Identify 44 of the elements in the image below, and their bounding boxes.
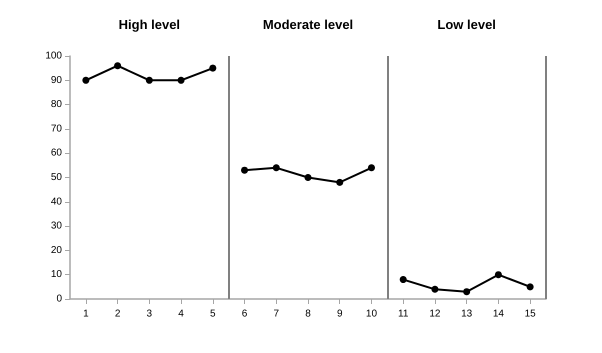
x-tick-label: 14 xyxy=(492,308,504,320)
y-tick-label: 0 xyxy=(56,294,62,304)
y-tick-label: 90 xyxy=(50,74,62,86)
point xyxy=(526,283,534,290)
y-tick-label: 80 xyxy=(50,99,62,110)
y-tick-label: 100 xyxy=(45,50,62,62)
x-tick-label: 4 xyxy=(178,308,184,320)
y-tick-label: 10 xyxy=(50,269,62,280)
point xyxy=(241,166,248,174)
x-tick-label: 15 xyxy=(524,308,536,320)
x-tick-label: 7 xyxy=(273,308,280,320)
point xyxy=(431,286,438,293)
point xyxy=(463,288,470,296)
y-tick-label: 70 xyxy=(50,123,62,134)
point xyxy=(82,76,90,84)
point xyxy=(114,62,122,70)
x-tick-label: 12 xyxy=(429,308,441,320)
x-tick-label: 13 xyxy=(461,308,473,320)
point xyxy=(494,271,502,278)
text: High level xyxy=(118,17,180,32)
y-tick-label: 40 xyxy=(50,196,62,208)
point xyxy=(209,64,216,72)
x-tick-label: 5 xyxy=(210,308,216,320)
x-tick-label: 8 xyxy=(305,308,312,320)
text: Moderate level xyxy=(262,17,354,32)
x-tick-label: 6 xyxy=(242,308,248,320)
point xyxy=(146,76,153,84)
point xyxy=(336,178,344,186)
x-tick-label: 1 xyxy=(83,308,90,320)
x-tick-label: 9 xyxy=(336,308,343,320)
x-tick-label: 10 xyxy=(366,308,378,320)
point xyxy=(272,164,280,172)
point xyxy=(400,276,407,284)
x-tick-label: 3 xyxy=(146,308,153,320)
y-tick-label: 30 xyxy=(50,220,62,232)
point xyxy=(368,164,375,172)
y-tick-label: 20 xyxy=(50,244,62,256)
point xyxy=(178,76,185,84)
x-tick-label: 11 xyxy=(398,308,409,320)
y-tick-label: 50 xyxy=(50,172,62,183)
y-tick-label: 60 xyxy=(50,148,62,159)
x-tick-label: 2 xyxy=(114,308,121,320)
point xyxy=(304,174,312,181)
text: Low level xyxy=(437,17,496,32)
